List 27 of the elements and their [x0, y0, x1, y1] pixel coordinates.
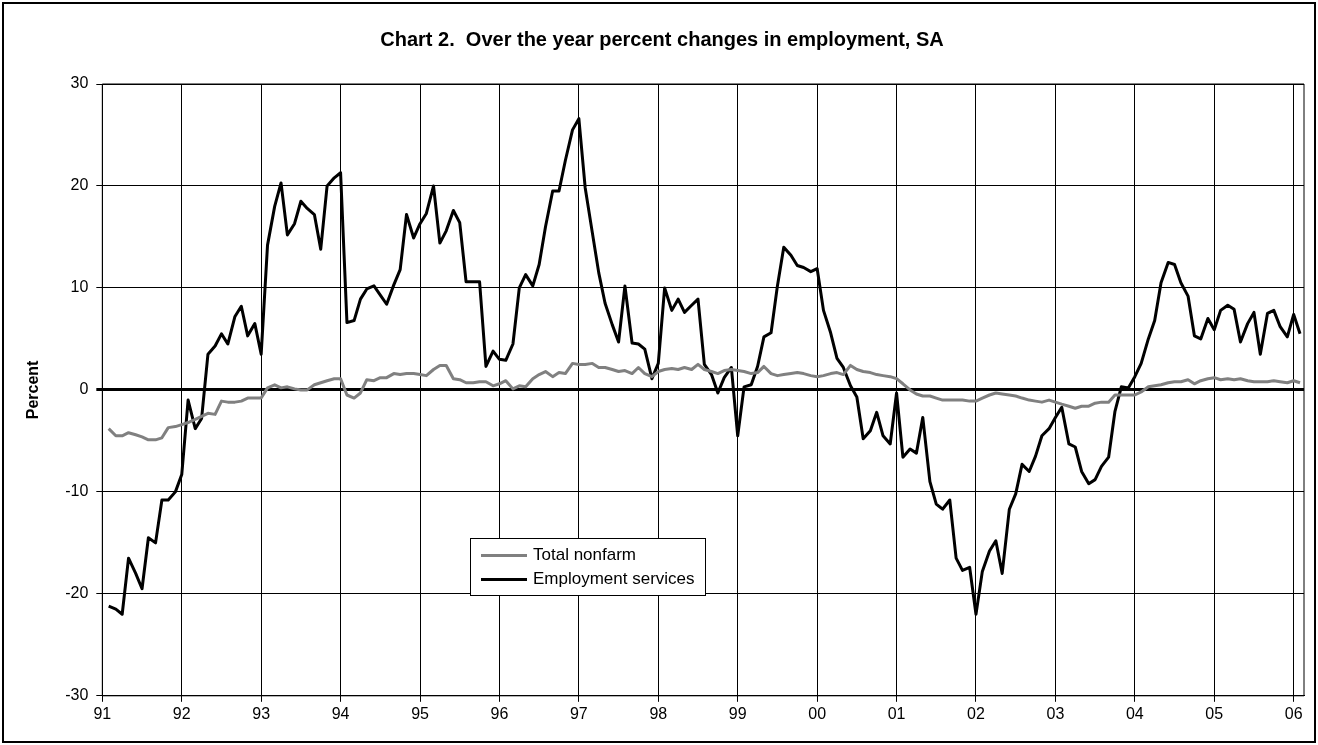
- x-tick-label: 02: [967, 704, 985, 722]
- y-tick-label: 0: [79, 380, 89, 398]
- y-tick-label: 20: [70, 176, 89, 194]
- x-tick-label: 96: [490, 704, 509, 722]
- x-tick-label: 06: [1284, 704, 1303, 722]
- x-tick-label: 95: [411, 704, 430, 722]
- y-tick-label: -10: [65, 482, 89, 500]
- x-tick-label: 98: [649, 704, 668, 722]
- legend-label: Total nonfarm: [532, 544, 637, 566]
- x-tick-label: 92: [172, 704, 191, 722]
- x-tick-label: 03: [1046, 704, 1065, 722]
- y-tick-label: -20: [65, 584, 89, 602]
- y-axis-title: Percent: [24, 359, 42, 420]
- y-tick-label: -30: [65, 686, 89, 704]
- x-tick-label: 97: [569, 704, 588, 722]
- y-tick-label: 30: [70, 74, 89, 92]
- x-tick-label: 05: [1205, 704, 1224, 722]
- x-tick-label: 99: [728, 704, 747, 722]
- x-tick-label: 94: [331, 704, 350, 722]
- x-tick-label: 00: [808, 704, 827, 722]
- legend-label: Employment services: [532, 568, 695, 590]
- x-tick-label: 04: [1125, 704, 1144, 722]
- chart-title: Chart 2. Over the year percent changes in employment, SA: [380, 27, 944, 50]
- x-tick-label: 91: [93, 704, 112, 722]
- x-tick-label: 01: [887, 704, 906, 722]
- y-tick-label: 10: [70, 278, 89, 296]
- x-tick-label: 93: [252, 704, 271, 722]
